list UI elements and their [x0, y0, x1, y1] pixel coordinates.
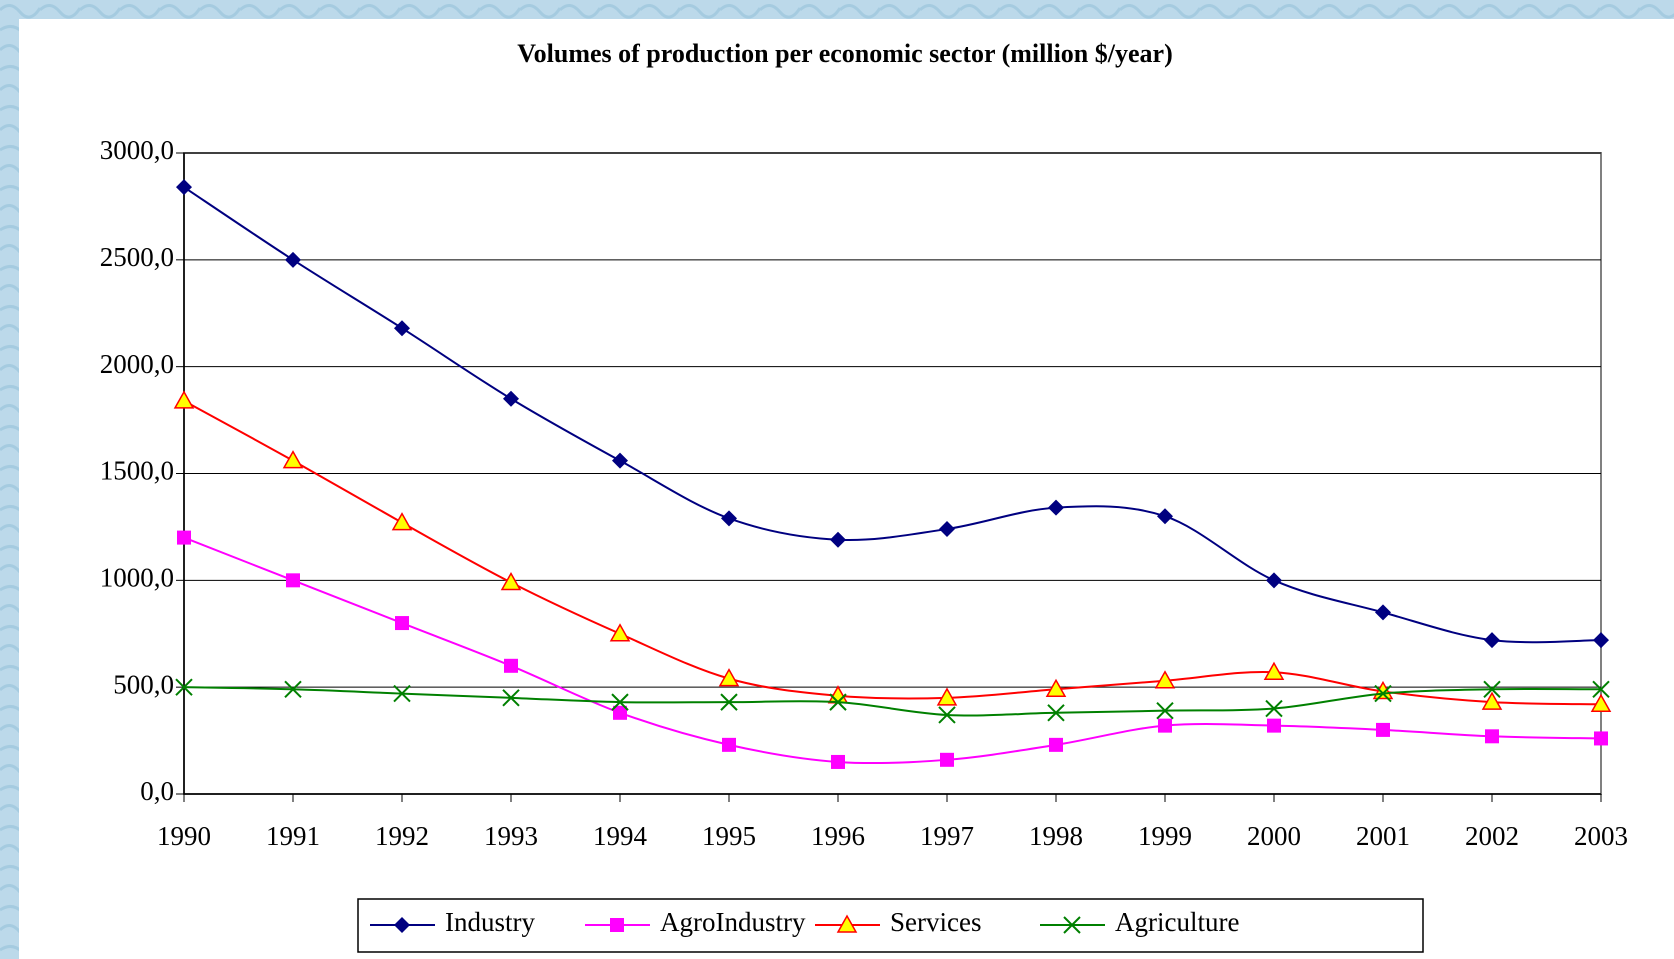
data-point: [1045, 678, 1067, 698]
data-point: [1047, 704, 1065, 722]
legend-label: Industry: [445, 907, 535, 937]
data-point: [284, 680, 302, 699]
data-point: [1266, 572, 1282, 589]
data-point: [613, 705, 627, 720]
data-point: [394, 320, 410, 337]
data-point: [940, 752, 954, 767]
x-tick-label: 1999: [1138, 821, 1192, 851]
data-point: [1374, 684, 1392, 703]
data-point: [1375, 604, 1391, 621]
data-point: [1483, 680, 1501, 699]
data-point: [829, 693, 847, 711]
data-point: [285, 251, 301, 268]
data-point: [830, 531, 846, 548]
data-point: [1265, 699, 1283, 718]
data-point: [502, 689, 520, 707]
x-tick-label: 1990: [157, 821, 211, 851]
data-point: [503, 390, 519, 407]
x-tick-label: 2000: [1247, 821, 1301, 851]
x-tick-label: 1995: [702, 821, 756, 851]
x-tick-label: 1992: [375, 821, 429, 851]
data-point: [938, 706, 956, 724]
data-point: [393, 684, 411, 703]
data-point: [611, 693, 629, 711]
x-tick-label: 1994: [593, 821, 648, 851]
chart-title: Volumes of production per economic secto…: [517, 39, 1172, 68]
x-tick-label: 2001: [1356, 821, 1410, 851]
legend-marker: [836, 914, 858, 933]
data-point: [1481, 691, 1503, 710]
data-point: [1484, 632, 1500, 649]
data-point: [1157, 508, 1173, 525]
data-point: [1263, 661, 1285, 680]
legend-label: Services: [890, 907, 981, 937]
y-tick-label: 2500,0: [100, 242, 174, 272]
y-tick-label: 3000,0: [100, 135, 174, 165]
x-tick-label: 2002: [1465, 821, 1519, 851]
data-point: [1267, 718, 1281, 733]
chart-panel: [19, 19, 1674, 959]
x-tick-label: 1993: [484, 821, 538, 851]
data-point: [504, 658, 518, 673]
data-point: [1376, 722, 1390, 737]
x-tick-label: 1996: [811, 821, 865, 851]
data-point: [282, 450, 304, 469]
data-point: [1158, 718, 1172, 733]
data-point: [718, 668, 740, 687]
data-point: [391, 512, 413, 531]
data-point: [395, 616, 409, 631]
x-tick-label: 1997: [920, 821, 974, 851]
legend-label: Agriculture: [1115, 907, 1239, 937]
y-tick-label: 1000,0: [100, 563, 174, 593]
data-point: [720, 693, 738, 711]
legend-label: AgroIndustry: [660, 907, 806, 937]
data-point: [175, 678, 193, 696]
x-tick-label: 2003: [1574, 821, 1628, 851]
data-point: [722, 737, 736, 752]
legend: [357, 898, 1424, 953]
data-point: [721, 510, 737, 527]
y-tick-label: 2000,0: [100, 349, 174, 379]
legend-marker: [1063, 916, 1081, 934]
data-point: [1156, 701, 1174, 720]
data-point: [500, 571, 522, 591]
data-point: [1593, 632, 1609, 649]
series-line: [183, 686, 1602, 717]
data-point: [1594, 731, 1608, 746]
series-line: [183, 536, 1602, 765]
y-tick-label: 1500,0: [100, 456, 174, 486]
data-point: [1590, 693, 1612, 713]
y-tick-label: 0,0: [140, 776, 174, 806]
data-point: [831, 754, 845, 769]
data-point: [1592, 680, 1610, 699]
data-point: [177, 530, 191, 545]
legend-marker: [610, 918, 624, 932]
data-point: [1048, 499, 1064, 516]
data-point: [609, 623, 631, 642]
data-point: [176, 179, 192, 196]
legend-marker: [394, 917, 410, 933]
data-point: [936, 687, 958, 706]
x-tick-label: 1991: [266, 821, 320, 851]
data-point: [1154, 670, 1176, 689]
data-point: [612, 452, 628, 469]
data-point: [939, 521, 955, 538]
data-point: [286, 573, 300, 588]
data-point: [1049, 737, 1063, 752]
x-tick-label: 1998: [1029, 821, 1083, 851]
data-point: [173, 390, 195, 409]
y-tick-label: 500,0: [113, 669, 174, 699]
data-point: [1485, 729, 1499, 744]
